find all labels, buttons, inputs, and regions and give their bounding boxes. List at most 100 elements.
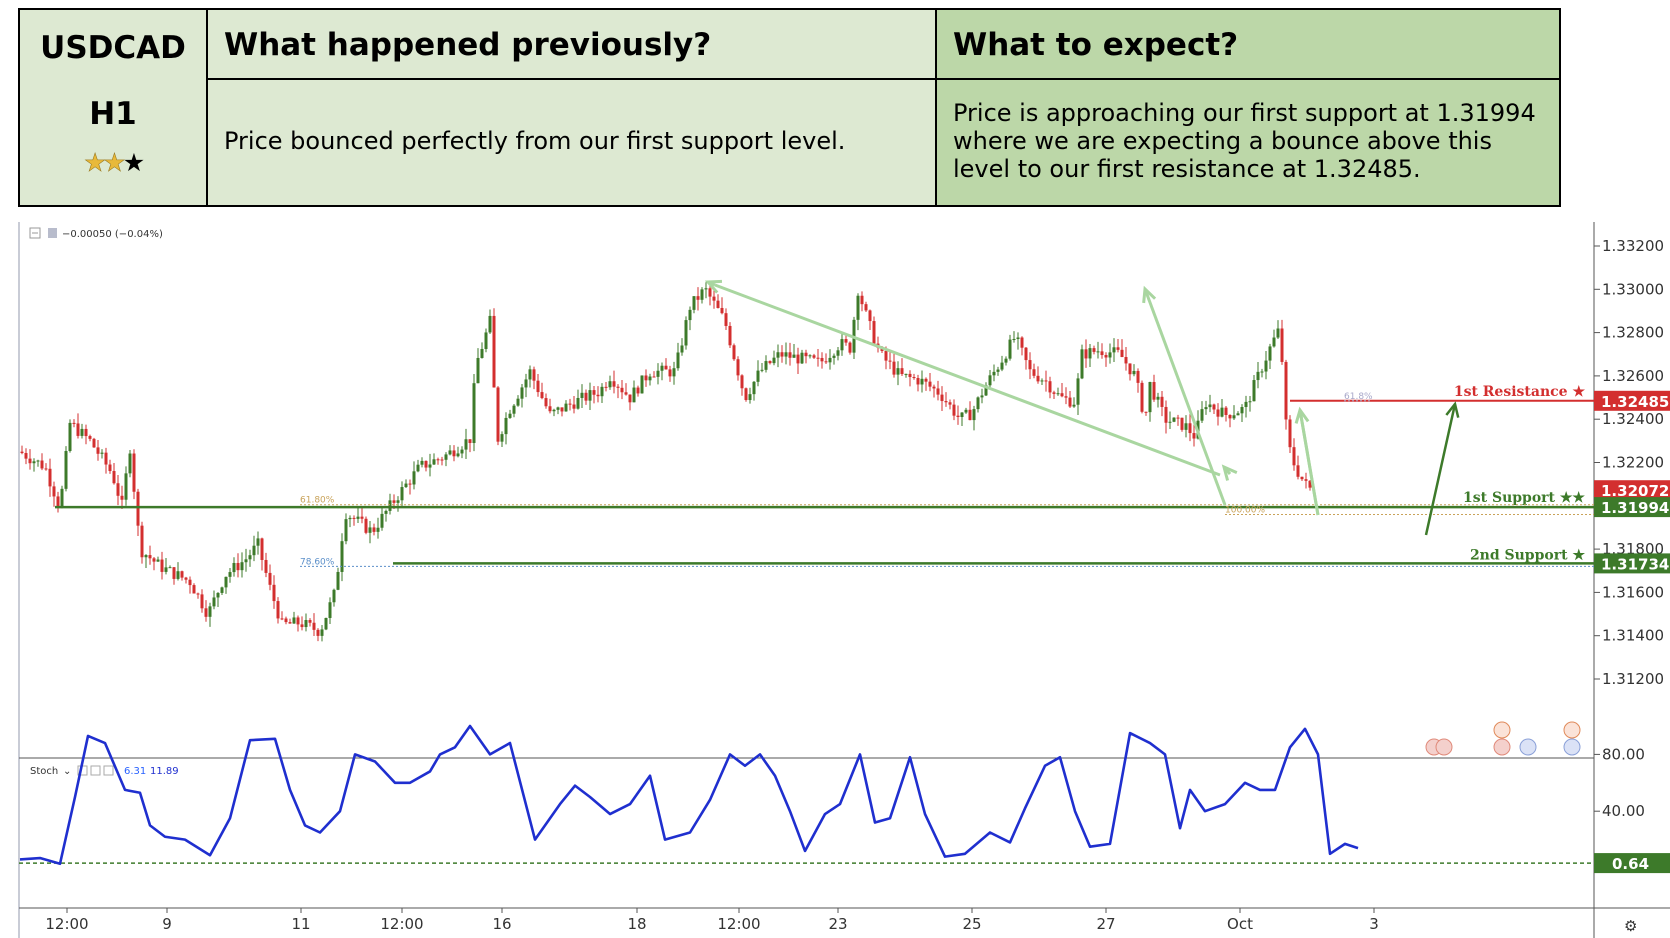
candle-body xyxy=(540,392,544,399)
candle-body xyxy=(1008,339,1012,359)
candle-body xyxy=(296,617,300,625)
candle-body xyxy=(376,527,380,532)
y-tick-label: 1.31400 xyxy=(1602,627,1664,645)
candle-body xyxy=(836,350,840,356)
us-flag-icon[interactable] xyxy=(1519,738,1537,756)
candle-body xyxy=(860,295,864,305)
candle-body xyxy=(100,452,104,454)
candle-body xyxy=(184,577,188,580)
candle-body xyxy=(1064,396,1068,398)
candle-body xyxy=(492,315,496,388)
ca-flag-icon[interactable] xyxy=(1563,721,1581,739)
us-flag-icon[interactable] xyxy=(1493,738,1511,756)
candle-body xyxy=(80,428,84,436)
candle-body xyxy=(700,289,704,300)
candle-body xyxy=(140,525,144,558)
y-tick-label: 1.32200 xyxy=(1602,454,1664,472)
us-flag-icon[interactable] xyxy=(1563,738,1581,756)
candle-body xyxy=(1288,419,1292,448)
candle-body xyxy=(188,579,192,586)
candle-body xyxy=(656,370,660,377)
candle-body xyxy=(912,377,916,379)
candle-body xyxy=(480,348,484,358)
candle-body xyxy=(572,404,576,409)
candle-body xyxy=(244,559,248,563)
candle-body xyxy=(280,618,284,620)
x-tick-label: 12:00 xyxy=(380,915,423,933)
candle-body xyxy=(404,483,408,488)
candle-body xyxy=(1020,337,1024,348)
candle-body xyxy=(956,415,960,417)
candle-body xyxy=(1132,370,1136,375)
candle-body xyxy=(452,450,456,457)
candle-body xyxy=(192,585,196,594)
candle-body xyxy=(600,386,604,397)
star-filled-icon: ★ xyxy=(83,148,107,178)
candle-body xyxy=(624,392,628,395)
settings-icon[interactable] xyxy=(90,765,101,776)
candle-body xyxy=(888,360,892,362)
candle-body xyxy=(1128,363,1132,375)
candle-body xyxy=(580,392,584,398)
candle-body xyxy=(1124,357,1128,364)
collapse-icon[interactable] xyxy=(29,227,41,239)
candle-body xyxy=(416,464,420,472)
candle-body xyxy=(1220,407,1224,417)
candle-body xyxy=(644,375,648,381)
us-flag-icon[interactable] xyxy=(1435,738,1453,756)
candle-body xyxy=(232,562,236,573)
candle-body xyxy=(520,387,524,399)
candle-body xyxy=(368,527,372,533)
event-markers[interactable] xyxy=(1425,721,1581,756)
candle-body xyxy=(896,368,900,375)
settings-gear-icon[interactable]: ⚙ xyxy=(1624,917,1637,935)
candle-body xyxy=(780,352,784,357)
candle-body xyxy=(196,593,200,595)
candle-body xyxy=(652,376,656,378)
candle-body xyxy=(1236,413,1240,416)
candle-body xyxy=(1120,349,1124,358)
candle-body xyxy=(708,288,712,297)
candle-body xyxy=(884,350,888,361)
candle-body xyxy=(724,313,728,326)
candle-body xyxy=(52,486,56,497)
candle-body xyxy=(584,392,588,401)
price-chart[interactable]: −0.00050 (−0.04%) Stoch ⌄ 6.31 11.89 1st… xyxy=(0,222,1670,938)
candle-body xyxy=(928,381,932,387)
candle-body xyxy=(1000,362,1004,370)
chart-canvas[interactable]: −0.00050 (−0.04%) Stoch ⌄ 6.31 11.89 1st… xyxy=(0,222,1670,938)
candle-body xyxy=(312,622,316,630)
drawings-layer: 1st Resistance ★ 1st Support ★★ 2nd Suppor… xyxy=(55,279,1594,567)
candle-body xyxy=(988,375,992,386)
candle-body xyxy=(288,622,292,624)
candle-body xyxy=(1280,328,1284,362)
fib-label: 100.00% xyxy=(1225,505,1265,515)
candle-body xyxy=(172,567,176,579)
candle-body xyxy=(592,390,596,395)
candle-body xyxy=(664,365,668,370)
candle-body xyxy=(1168,421,1172,423)
ca-flag-icon[interactable] xyxy=(1493,721,1511,739)
candle-body xyxy=(1248,401,1252,403)
candle-body xyxy=(1276,328,1280,338)
candle-body xyxy=(1272,337,1276,347)
stoch-dropdown-icon[interactable]: ⌄ xyxy=(63,766,71,777)
candle-body xyxy=(24,453,28,459)
candle-body xyxy=(1040,380,1044,382)
candle-body xyxy=(1192,433,1196,439)
candle-body xyxy=(136,491,140,526)
support1-tag-label: 1.31994 xyxy=(1601,499,1669,517)
close-icon[interactable] xyxy=(103,765,114,776)
candle-body xyxy=(56,496,60,507)
arrow-target-head xyxy=(1445,401,1460,418)
stoch-line xyxy=(19,724,1359,866)
candle-body xyxy=(788,352,792,358)
candle-body xyxy=(364,518,368,533)
candle-body xyxy=(1188,423,1192,434)
rating-stars: ★★★ xyxy=(83,148,146,178)
candle-body xyxy=(848,342,852,353)
candle-body xyxy=(332,589,336,603)
candle-body xyxy=(736,359,740,376)
arrow-target xyxy=(1424,403,1457,536)
candle-body xyxy=(40,460,44,469)
